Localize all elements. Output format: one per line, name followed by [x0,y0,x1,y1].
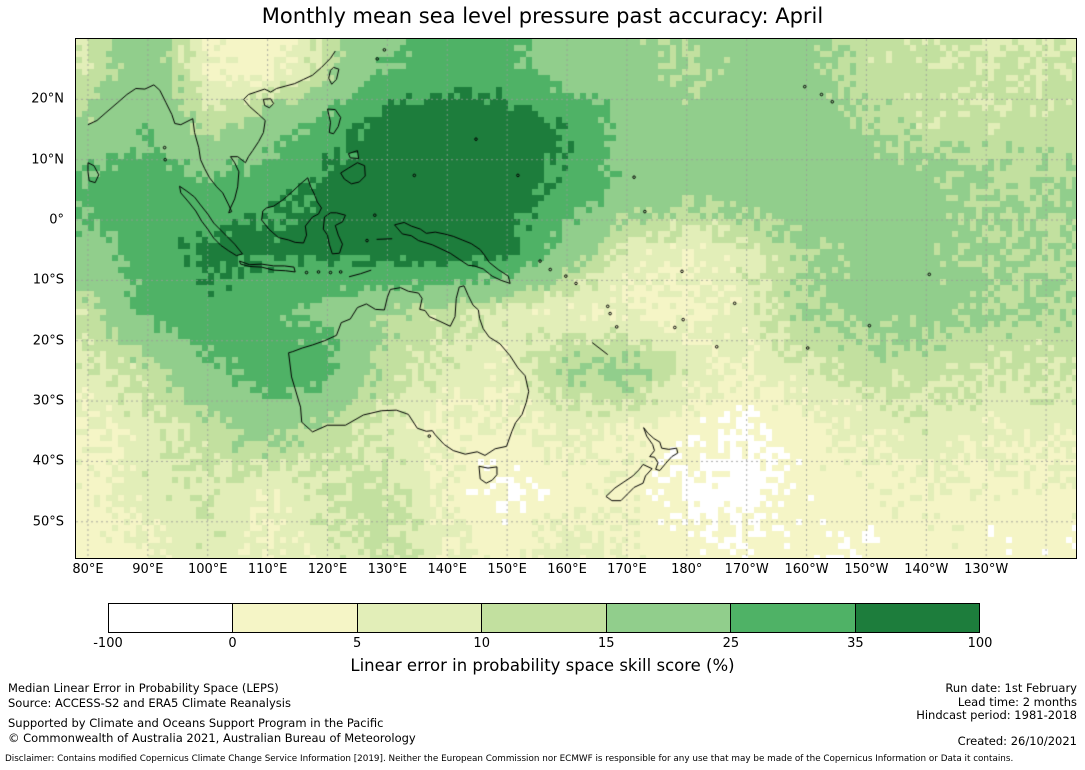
colorbar [108,603,980,633]
y-tick-label: 20°S [32,333,64,349]
y-axis-ticks: 20°N 10°N 0° 10°S 20°S 30°S 40°S 50°S [10,39,70,558]
y-tick-label: 30°S [32,393,64,409]
colorbar-tick-label: 5 [353,636,362,651]
x-axis-ticks: 80°E 90°E 100°E 110°E 120°E 130°E 140°E 150°E 16… [72,562,1076,582]
map-plot [75,38,1077,559]
x-tick-label: 180° [671,562,703,577]
y-tick-label: 40°S [32,453,64,469]
map-canvas [76,39,1076,558]
footer-line-copyright: © Commonwealth of Australia 2021, Austra… [8,731,416,745]
x-tick-label: 100°E [187,562,228,577]
footer-run-date: Run date: 1st February [945,681,1077,695]
x-tick-label: 150°W [844,562,889,577]
footer-line-leps: Median Linear Error in Probability Space… [8,681,279,695]
y-tick-label: 10°N [31,152,64,168]
colorbar-segment [605,604,731,632]
y-tick-label: 50°S [32,514,64,530]
x-tick-label: 170°E [607,562,647,577]
y-tick-label: 20°N [31,91,64,107]
colorbar-tick-label: -100 [93,636,123,651]
colorbar-segment [854,604,979,632]
x-tick-label: 80°E [72,562,104,577]
colorbar-tick-label: 35 [847,636,864,651]
x-tick-label: 160°W [784,562,829,577]
x-tick-label: 140°E [427,562,468,577]
colorbar-tick-label: 15 [598,636,615,651]
x-tick-label: 160°E [547,562,587,577]
colorbar-tick-label: 25 [722,636,740,651]
x-tick-label: 150°E [487,562,527,577]
y-tick-label: 0° [49,212,64,228]
colorbar-segment [356,604,482,632]
disclaimer-text: Disclaimer: Contains modified Copernicus… [5,754,1014,764]
colorbar-tick-label: 100 [967,636,993,651]
footer-lead-time: Lead time: 2 months [957,695,1077,709]
x-tick-label: 120°E [307,562,348,577]
colorbar-segment [109,604,233,632]
x-tick-label: 130°E [367,562,408,577]
footer-created-date: Created: 26/10/2021 [957,734,1077,748]
x-tick-label: 90°E [132,562,164,577]
x-tick-label: 110°E [247,562,288,577]
footer-line-source: Source: ACCESS-S2 and ERA5 Climate Reana… [8,696,291,710]
x-tick-label: 140°W [904,562,949,577]
y-tick-label: 10°S [32,272,64,288]
chart-title: Monthly mean sea level pressure past acc… [261,4,824,28]
colorbar-label: Linear error in probability space skill … [350,656,735,675]
colorbar-tick-label: 10 [473,636,490,651]
colorbar-tick-label: 0 [228,636,237,651]
footer-line-supported: Supported by Climate and Oceans Support … [8,716,384,730]
colorbar-segment [232,604,357,632]
x-tick-label: 130°W [964,562,1009,577]
footer-hindcast-period: Hindcast period: 1981-2018 [916,708,1077,722]
colorbar-ticks: -100 0 5 10 15 25 35 100 [93,636,992,652]
colorbar-segment [730,604,855,632]
colorbar-segment [481,604,606,632]
x-tick-label: 170°W [724,562,769,577]
